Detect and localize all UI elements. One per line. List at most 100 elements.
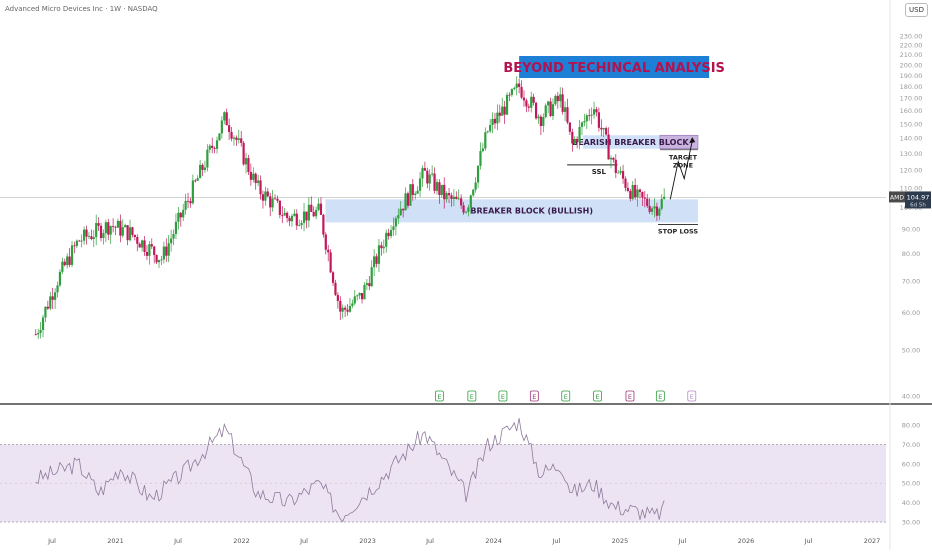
- candle-body: [397, 215, 400, 219]
- candle-body: [638, 189, 642, 193]
- candle-body: [503, 106, 506, 115]
- candle-body: [358, 292, 361, 296]
- candle-body: [457, 198, 460, 200]
- candle-body: [87, 236, 91, 238]
- candle-body: [39, 329, 42, 333]
- candle-body: [363, 285, 366, 300]
- candle-body: [196, 178, 199, 181]
- candle-body: [44, 306, 47, 318]
- bullish-zone-label: BREAKER BLOCK (BULLISH): [470, 207, 593, 216]
- candle-body: [544, 105, 547, 118]
- candle-body: [373, 256, 376, 268]
- candle-body: [341, 307, 344, 312]
- candle-body: [85, 229, 88, 237]
- candle-body: [102, 233, 105, 239]
- candle-body: [315, 209, 318, 217]
- candle-body: [264, 191, 267, 201]
- price-tick-label: 60.00: [902, 309, 921, 317]
- candle-body: [78, 240, 81, 242]
- candle-body: [460, 198, 463, 206]
- candle-body: [385, 232, 388, 247]
- candle-body: [257, 180, 260, 184]
- candle-body: [394, 218, 397, 227]
- candle-body: [634, 185, 637, 198]
- candle-body: [602, 128, 605, 130]
- candle-body: [534, 102, 538, 119]
- candle-body: [259, 180, 262, 195]
- time-tick-label: Jul: [299, 537, 308, 545]
- time-tick-label: 2026: [738, 537, 755, 545]
- rsi-tick-label: 70.00: [902, 441, 921, 449]
- candle-body: [447, 193, 451, 196]
- candle-body: [467, 207, 470, 212]
- candle-body: [232, 137, 236, 139]
- candle-body: [211, 145, 214, 148]
- candle-body: [486, 131, 489, 133]
- candle-body: [95, 223, 98, 238]
- symbol-header: Advanced Micro Devices Inc · 1W · NASDAQ: [5, 5, 158, 13]
- candle-body: [481, 148, 484, 152]
- candle-body: [208, 145, 211, 150]
- candle-body: [97, 223, 100, 226]
- candle-body: [607, 134, 610, 160]
- candle-body: [237, 138, 240, 140]
- candle-body: [518, 83, 521, 87]
- price-tag-symbol-bg: [889, 191, 905, 203]
- candle-body: [162, 246, 165, 260]
- candle-body: [286, 212, 289, 218]
- candle-body: [34, 334, 37, 336]
- candle-body: [58, 271, 62, 286]
- candle-body: [179, 212, 182, 218]
- candle-body: [83, 229, 86, 241]
- candle-body: [578, 126, 581, 143]
- candle-body: [484, 132, 487, 149]
- candle-body: [588, 115, 591, 117]
- candle-body: [619, 171, 622, 173]
- candle-body: [269, 196, 272, 208]
- candle-body: [249, 171, 252, 180]
- target-zone-box: [659, 134, 699, 150]
- candle-body: [573, 138, 576, 144]
- price-tick-label: 110.00: [900, 184, 923, 192]
- candle-body: [182, 209, 185, 218]
- candle-body: [377, 245, 381, 264]
- candle-body: [290, 215, 294, 222]
- candle-body: [160, 259, 163, 261]
- candle-body: [37, 332, 40, 335]
- time-tick-label: 2022: [233, 537, 250, 545]
- candle-body: [621, 171, 625, 179]
- price-tick-label: 170.00: [900, 95, 923, 103]
- candle-body: [46, 306, 49, 309]
- candle-body: [324, 234, 327, 250]
- candle-body: [283, 212, 286, 216]
- candle-body: [438, 182, 441, 195]
- earnings-marker-box: [593, 390, 602, 402]
- candle-body: [336, 295, 339, 301]
- candle-body: [440, 184, 443, 195]
- candle-body: [585, 115, 588, 122]
- candle-body: [643, 197, 646, 199]
- candle-body: [455, 196, 458, 200]
- candle-body: [293, 213, 296, 216]
- candle-body: [561, 94, 564, 112]
- candle-body: [590, 114, 593, 116]
- candle-body: [452, 196, 455, 200]
- candle-body: [307, 204, 310, 221]
- candle-body: [99, 225, 103, 239]
- candle-body: [138, 243, 141, 248]
- bearish-zone-label: BEARISH BREAKER BLOCK: [572, 138, 689, 147]
- candle-body: [266, 191, 269, 197]
- candle-body: [542, 117, 545, 127]
- candle-body: [131, 227, 134, 235]
- candle-body: [327, 249, 330, 253]
- rsi-tick-label: 80.00: [902, 422, 921, 430]
- price-tag-time: 6d 5h: [910, 202, 926, 208]
- currency-button[interactable]: USD: [905, 3, 928, 17]
- rsi-tick-label: 40.00: [902, 499, 921, 507]
- candle-body: [201, 164, 204, 170]
- candle-body: [322, 214, 325, 235]
- candle-body: [520, 86, 523, 98]
- candle-body: [433, 173, 436, 191]
- price-tick-label: 210.00: [900, 51, 923, 59]
